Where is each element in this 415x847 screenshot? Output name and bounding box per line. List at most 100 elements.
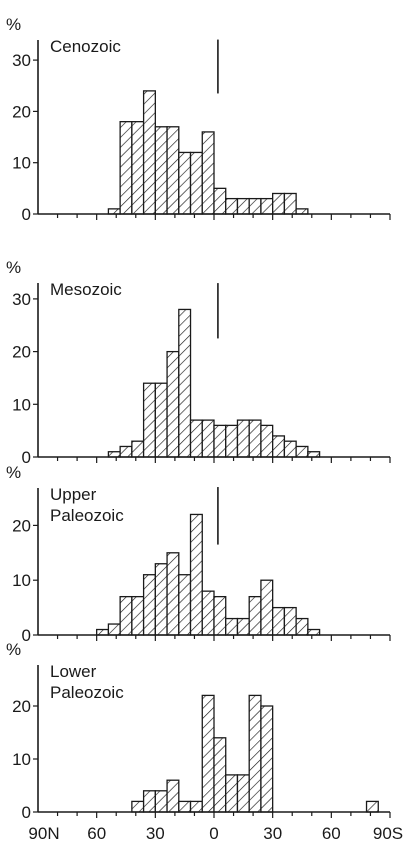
histogram-bar [201,419,215,458]
histogram-bar [248,419,262,458]
histogram-bar [248,595,262,636]
x-tick-label: 30 [263,824,282,843]
histogram-bar [154,382,168,458]
y-tick-label: 10 [12,750,31,769]
histogram-bar [225,774,239,813]
histogram-bar [225,197,239,215]
panel-title: Lower [50,662,97,681]
y-tick-label: 30 [12,51,31,70]
histogram-bar [142,382,156,458]
histogram-bar [142,790,156,813]
histogram-bar [213,187,227,215]
histogram-panel: 0 10 20 30% Mesozoic [6,258,391,467]
y-tick-label: 10 [12,395,31,414]
x-tick-label: 60 [87,824,106,843]
histogram-bar [96,628,110,636]
histogram-bar [166,350,180,458]
y-tick-label: 20 [12,697,31,716]
histogram-bar [213,595,227,636]
y-tick-label: 0 [22,448,31,467]
histogram-bar [154,790,168,813]
panel-title: Upper [50,485,97,504]
histogram-bar [142,574,156,636]
x-tick-label: 90S [373,824,403,843]
histogram-bar [131,121,145,215]
histogram-bar [131,595,145,636]
histogram-bar [178,308,192,458]
histogram-bar [142,90,156,215]
histogram-panel: 0 10 20% Upper Paleozoic [6,463,391,645]
histogram-bar [307,628,321,636]
y-unit-label: % [6,640,21,659]
histogram-bar [283,606,297,636]
histogram-bar [154,126,168,215]
histogram-bar [189,151,203,215]
histogram-bar [178,151,192,215]
histogram-bar [260,579,274,636]
histogram-bar [189,513,203,636]
histogram-bar [248,694,262,813]
histogram-bar [225,617,239,636]
histogram-bar [260,424,274,458]
histogram-bar [236,419,250,458]
histogram-bar [272,606,286,636]
histogram-bar [178,800,192,813]
histogram-bar [213,424,227,458]
y-tick-label: 10 [12,571,31,590]
histogram-bar [119,595,133,636]
histogram-bar [131,440,145,458]
histogram-bar [236,617,250,636]
y-unit-label: % [6,15,21,34]
histogram-bar [260,705,274,813]
histogram-bar [154,563,168,636]
y-tick-label: 0 [22,803,31,822]
histogram-bar [166,552,180,636]
y-tick-label: 20 [12,102,31,121]
histogram-bar [119,121,133,215]
x-axis-tick-labels: 90N 60 30 0 30 60 90S [28,824,403,843]
histogram-bar [201,590,215,636]
histogram-bar [272,435,286,458]
histogram-bar [166,779,180,813]
histogram-bar [236,197,250,215]
y-tick-label: 10 [12,154,31,173]
y-tick-label: 30 [12,290,31,309]
y-tick-label: 20 [12,343,31,362]
histogram-bar [119,445,133,458]
panel-title: Cenozoic [50,37,121,56]
histogram-bar [225,424,239,458]
y-tick-label: 0 [22,205,31,224]
y-unit-label: % [6,258,21,277]
histogram-bar [201,131,215,215]
y-tick-label: 0 [22,626,31,645]
histogram-bar [295,617,309,636]
histogram-bar [166,126,180,215]
x-tick-label: 30 [146,824,165,843]
histogram-bar [213,737,227,813]
histogram-bar [365,800,379,813]
histogram-bar [283,440,297,458]
x-tick-label: 90N [28,824,59,843]
histogram-bar [107,623,121,636]
panel-title: Paleozoic [50,683,124,702]
histogram-bar [201,694,215,813]
histogram-bar [236,774,250,813]
histogram-bar [189,419,203,458]
y-unit-label: % [6,463,21,482]
histogram-bar [189,800,203,813]
x-tick-label: 60 [322,824,341,843]
y-tick-label: 20 [12,516,31,535]
panel-title: Paleozoic [50,506,124,525]
histogram-bar [283,192,297,215]
histogram-panel: 0 10 20 30% Cenozoic [6,15,391,224]
histogram-panel: 0 10 20% Lower Paleozoic [6,640,391,822]
histogram-bar [248,197,262,215]
x-tick-label: 0 [209,824,218,843]
histogram-bar [272,192,286,215]
histogram-bar [178,574,192,636]
histogram-bar [295,445,309,458]
panel-title: Mesozoic [50,280,122,299]
histogram-bar [260,197,274,215]
histogram-bar [131,800,145,813]
